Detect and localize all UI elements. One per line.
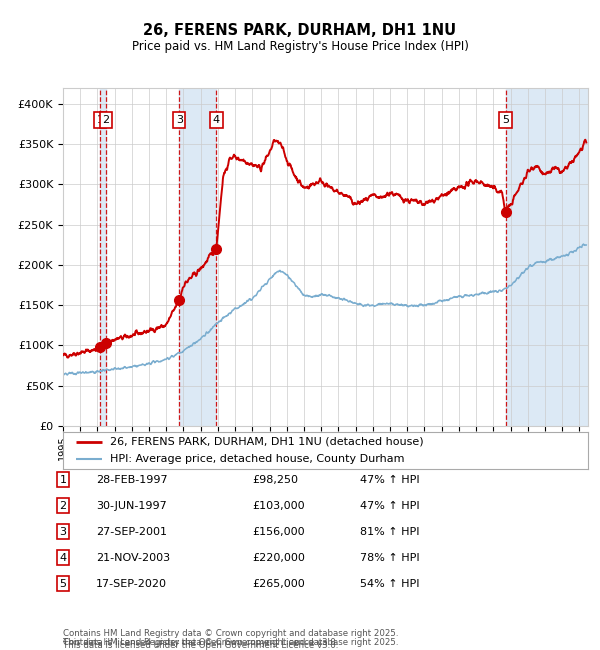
Text: £220,000: £220,000 — [252, 552, 305, 563]
Text: 5: 5 — [59, 578, 67, 589]
Text: 2: 2 — [103, 115, 110, 125]
Text: 47% ↑ HPI: 47% ↑ HPI — [360, 474, 419, 485]
Bar — [100, 88, 106, 426]
Text: 54% ↑ HPI: 54% ↑ HPI — [360, 578, 419, 589]
Text: This data is licensed under the Open Government Licence v3.0.: This data is licensed under the Open Gov… — [63, 638, 338, 647]
Text: 26, FERENS PARK, DURHAM, DH1 1NU (detached house): 26, FERENS PARK, DURHAM, DH1 1NU (detach… — [110, 437, 424, 447]
Text: £156,000: £156,000 — [252, 526, 305, 537]
Text: 26, FERENS PARK, DURHAM, DH1 1NU: 26, FERENS PARK, DURHAM, DH1 1NU — [143, 23, 457, 38]
Text: 17-SEP-2020: 17-SEP-2020 — [96, 578, 167, 589]
Text: 5: 5 — [502, 115, 509, 125]
Text: 27-SEP-2001: 27-SEP-2001 — [96, 526, 167, 537]
Text: 81% ↑ HPI: 81% ↑ HPI — [360, 526, 419, 537]
Bar — [179, 88, 216, 426]
Text: Contains HM Land Registry data © Crown copyright and database right 2025.: Contains HM Land Registry data © Crown c… — [63, 629, 398, 638]
Text: 1: 1 — [59, 474, 67, 485]
Text: 1: 1 — [97, 115, 104, 125]
Text: 2: 2 — [59, 500, 67, 511]
Text: Price paid vs. HM Land Registry's House Price Index (HPI): Price paid vs. HM Land Registry's House … — [131, 40, 469, 53]
Text: 3: 3 — [59, 526, 67, 537]
Text: 21-NOV-2003: 21-NOV-2003 — [96, 552, 170, 563]
Text: 4: 4 — [59, 552, 67, 563]
Text: 78% ↑ HPI: 78% ↑ HPI — [360, 552, 419, 563]
Text: £103,000: £103,000 — [252, 500, 305, 511]
Text: Contains HM Land Registry data © Crown copyright and database right 2025.: Contains HM Land Registry data © Crown c… — [63, 638, 398, 647]
Text: 28-FEB-1997: 28-FEB-1997 — [96, 474, 167, 485]
Text: £265,000: £265,000 — [252, 578, 305, 589]
Text: 47% ↑ HPI: 47% ↑ HPI — [360, 500, 419, 511]
Text: HPI: Average price, detached house, County Durham: HPI: Average price, detached house, Coun… — [110, 454, 405, 464]
Text: 4: 4 — [212, 115, 220, 125]
Text: 30-JUN-1997: 30-JUN-1997 — [96, 500, 167, 511]
Text: 3: 3 — [176, 115, 182, 125]
Text: £98,250: £98,250 — [252, 474, 298, 485]
Bar — [506, 88, 588, 426]
Text: This data is licensed under the Open Government Licence v3.0.: This data is licensed under the Open Gov… — [63, 641, 338, 650]
